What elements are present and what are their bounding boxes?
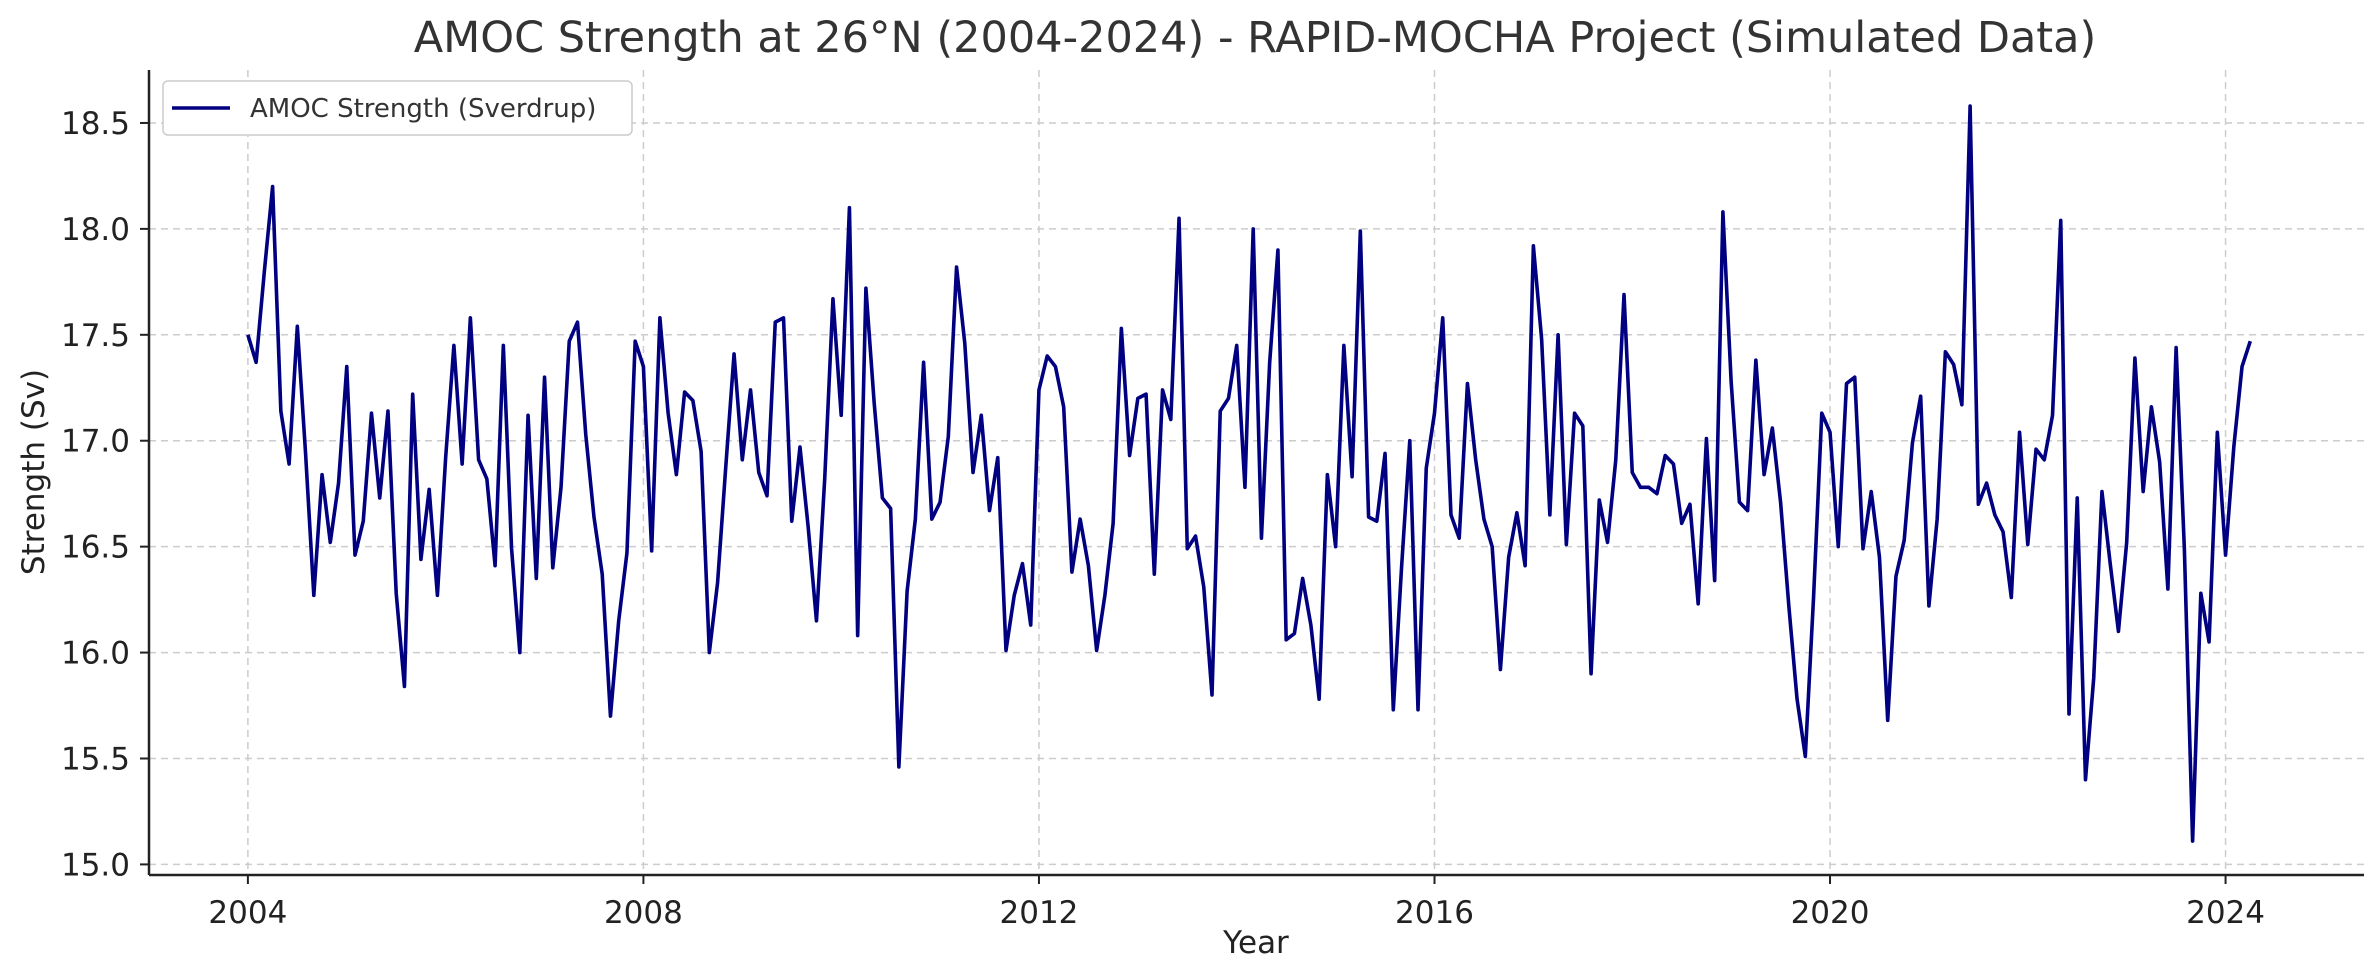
x-tick-label: 2024: [2186, 895, 2265, 931]
y-tick-label: 17.0: [61, 424, 130, 460]
legend-box: [162, 80, 633, 136]
chart-title: AMOC Strength at 26°N (2004-2024) - RAPI…: [414, 13, 2097, 63]
x-tick-label: 2004: [208, 895, 287, 931]
y-axis-label: Strength (Sv): [16, 369, 52, 575]
y-tick-label: 15.0: [61, 847, 130, 883]
y-tick-label: 18.5: [61, 106, 130, 142]
y-tick-label: 18.0: [61, 212, 130, 248]
x-tick-label: 2016: [1395, 895, 1474, 931]
ticks: 2004 2008 2012 2016 2020 2024 15.0 15.5 16.0 16.5…: [61, 106, 2265, 931]
y-tick-label: 17.5: [61, 318, 130, 354]
series-line-amoc-strength: [246, 104, 2252, 843]
x-tick-label: 2012: [1000, 895, 1079, 931]
y-tick-label: 16.5: [61, 530, 130, 566]
y-tick-label: 15.5: [61, 741, 130, 777]
grid: [149, 70, 2364, 875]
legend: AMOC Strength (Sverdrup): [162, 80, 633, 136]
x-axis-label: Year: [1222, 925, 1289, 961]
y-tick-label: 16.0: [61, 636, 130, 672]
axes-spines: [147, 70, 2364, 877]
legend-label: AMOC Strength (Sverdrup): [250, 94, 596, 124]
x-tick-label: 2020: [1791, 895, 1870, 931]
x-tick-label: 2008: [604, 895, 683, 931]
